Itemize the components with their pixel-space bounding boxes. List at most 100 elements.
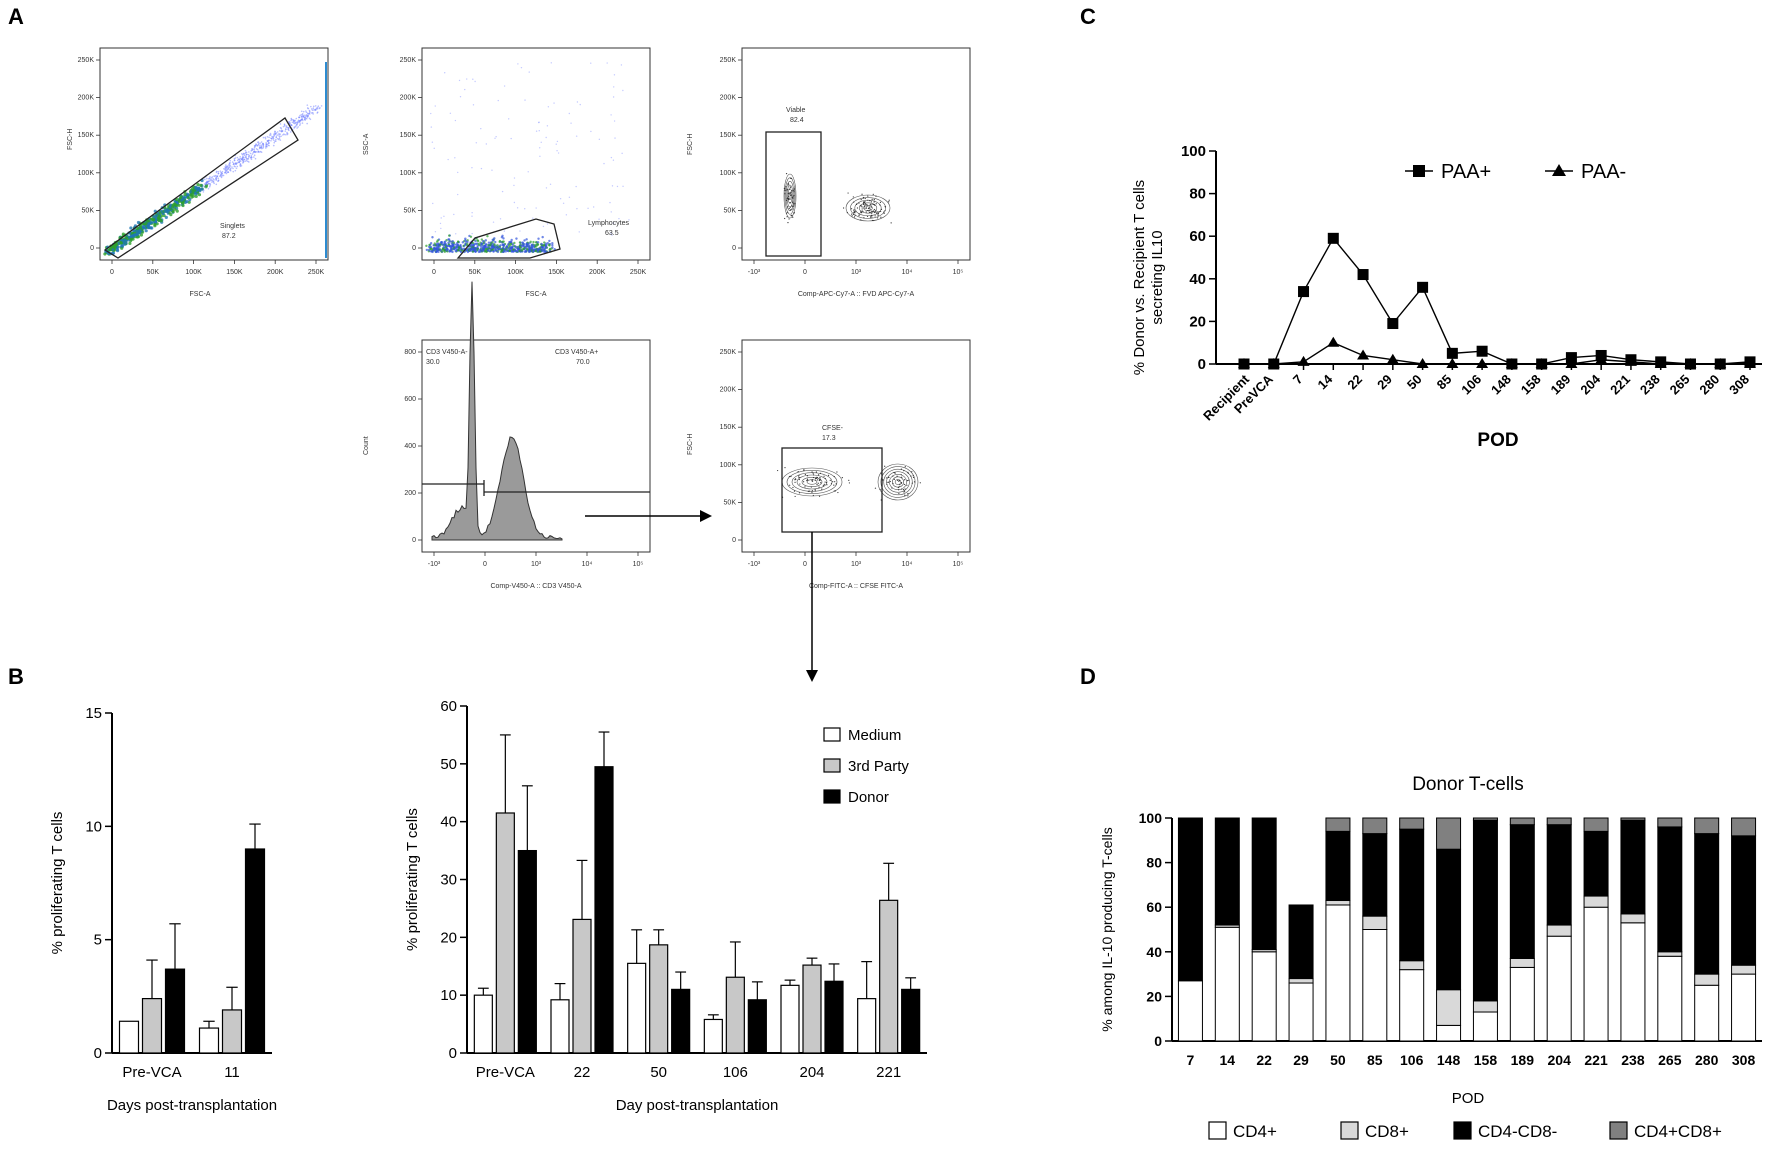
flow-y-tick: 250K <box>720 349 737 356</box>
point-paa-neg <box>1714 358 1727 368</box>
point-paa-neg <box>1416 358 1429 368</box>
flow-y-tick: 400 <box>404 443 416 450</box>
stack-cd8p <box>1509 957 1535 968</box>
stack-cd4p <box>1546 935 1572 1042</box>
chart-b-left: 0 5 10 15 % proliferating T cells Days post-t… <box>49 705 277 1114</box>
flow-x-tick: 10⁴ <box>902 269 913 276</box>
bar-3rd-party <box>495 812 515 1054</box>
bar-donor <box>244 848 266 1054</box>
flow-x-tick: 10³ <box>531 561 542 568</box>
flow-y-tick: 600 <box>404 396 416 403</box>
legend-label: CD4+ <box>1233 1122 1277 1141</box>
bar-3rd-party <box>141 997 163 1054</box>
stack-cd8p <box>1657 951 1683 957</box>
legend-swatch <box>823 789 841 804</box>
y-tick-label: 0 <box>1198 356 1206 373</box>
x-axis-label: POD <box>1477 430 1518 451</box>
x-tick-label: 7 <box>1290 372 1306 388</box>
x-tick-label: 265 <box>1667 372 1693 398</box>
chart-title: Donor T-cells <box>1412 774 1524 795</box>
bar-donor <box>747 999 767 1054</box>
stack-cd8p <box>1620 913 1646 924</box>
flow3-xlabel: Comp-APC-Cy7-A :: FVD APC-Cy7-A <box>798 291 915 298</box>
flow-y-tick: 200 <box>404 490 416 497</box>
y-tick-label: 10 <box>440 987 457 1004</box>
point-paa-neg <box>1744 358 1756 368</box>
cfse-gate-label: CFSE- <box>822 425 844 432</box>
stack-cd4p <box>1583 906 1609 1042</box>
legend-swatch <box>823 758 841 773</box>
point-paa-neg <box>1238 358 1250 368</box>
flow-y-tick: 50K <box>724 499 737 506</box>
stack-cd4p <box>1325 904 1351 1042</box>
flow-y-tick: 150K <box>400 132 417 139</box>
legend-marker <box>1552 164 1566 176</box>
y-tick-label: 60 <box>440 698 457 715</box>
legend-label: CD4+CD8+ <box>1634 1122 1722 1141</box>
bar-3rd-party <box>802 964 822 1054</box>
x-tick-label: 280 <box>1696 372 1722 398</box>
y-tick-label: 60 <box>1146 899 1162 915</box>
flow4-xlabel: Comp-V450-A :: CD3 V450-A <box>490 583 581 590</box>
stack-cd4pcd8p <box>1546 817 1572 826</box>
lymphocytes-gate-label: Lymphocytes <box>588 220 629 227</box>
x-tick-label: Pre-VCA <box>476 1064 535 1081</box>
flow-y-tick: 200K <box>78 95 95 102</box>
point-paa-pos <box>1417 281 1429 293</box>
flow-y-tick: 0 <box>412 245 416 252</box>
flow-y-tick: 0 <box>732 537 736 544</box>
flow-x-tick: 10⁵ <box>633 561 644 568</box>
stack-cd4ncd8n <box>1288 904 1314 980</box>
stack-cd4ncd8n <box>1325 830 1351 902</box>
viable-gate-value: 82.4 <box>790 117 804 124</box>
flow-y-tick: 150K <box>78 132 95 139</box>
bar-medium <box>198 1027 220 1054</box>
y-tick-label: 10 <box>85 818 102 835</box>
y-tick-label: 0 <box>1154 1033 1162 1049</box>
y-tick-label: 40 <box>1189 271 1206 288</box>
cd3-histogram <box>431 281 563 541</box>
flow-x-tick: -10³ <box>748 561 761 568</box>
x-tick-label: 189 <box>1511 1052 1535 1068</box>
singlets-gate-value: 87.2 <box>222 233 236 240</box>
y-tick-label: 20 <box>1189 313 1206 330</box>
flow-x-tick: 150K <box>226 269 243 276</box>
flow-y-tick: 150K <box>720 424 737 431</box>
stack-cd4pcd8p <box>1583 817 1609 832</box>
flow-y-tick: 250K <box>400 57 417 64</box>
flow-plot-cfse: CFSE- 17.3 FSC-H Comp-FITC-A :: CFSE FIT… <box>687 339 971 590</box>
x-tick-label: 148 <box>1437 1052 1461 1068</box>
flow-x-tick: 10⁵ <box>953 269 964 276</box>
bar-medium <box>857 998 877 1054</box>
legend-label: CD8+ <box>1365 1122 1409 1141</box>
stack-cd4p <box>1362 929 1388 1042</box>
flow-x-tick: 10³ <box>851 561 862 568</box>
y-axis-label: % Donor vs. Recipient T cells <box>1131 180 1148 375</box>
stack-cd4pcd8p <box>1362 817 1388 835</box>
x-tick-label: 280 <box>1695 1052 1719 1068</box>
cfse-gate <box>781 447 883 533</box>
flow-x-tick: 0 <box>432 269 436 276</box>
flow-x-tick: -10³ <box>748 269 761 276</box>
bar-donor <box>901 988 921 1054</box>
point-paa-neg <box>1565 358 1578 368</box>
legend-swatch <box>1208 1121 1227 1140</box>
stack-cd4ncd8n <box>1583 830 1609 897</box>
y-tick-label: 5 <box>94 932 102 949</box>
flow-x-tick: 10⁵ <box>953 561 964 568</box>
viable-gate <box>765 131 822 257</box>
bar-medium <box>550 999 570 1054</box>
stack-cd4p <box>1509 966 1535 1042</box>
y-tick-label: 80 <box>1146 855 1162 871</box>
bar-3rd-party <box>572 918 592 1054</box>
x-tick-label: 50 <box>1330 1052 1346 1068</box>
stack-cd4pcd8p <box>1509 817 1535 826</box>
x-tick-label: 238 <box>1621 1052 1645 1068</box>
x-axis-label: POD <box>1452 1090 1485 1107</box>
y-tick-label: 40 <box>440 814 457 831</box>
x-tick-label: 22 <box>574 1064 591 1081</box>
flow-x-tick: 100K <box>185 269 202 276</box>
stack-cd8p <box>1436 989 1462 1026</box>
x-tick-label: 14 <box>1220 1052 1236 1068</box>
flow5-ylabel: FSC-H <box>687 434 694 455</box>
